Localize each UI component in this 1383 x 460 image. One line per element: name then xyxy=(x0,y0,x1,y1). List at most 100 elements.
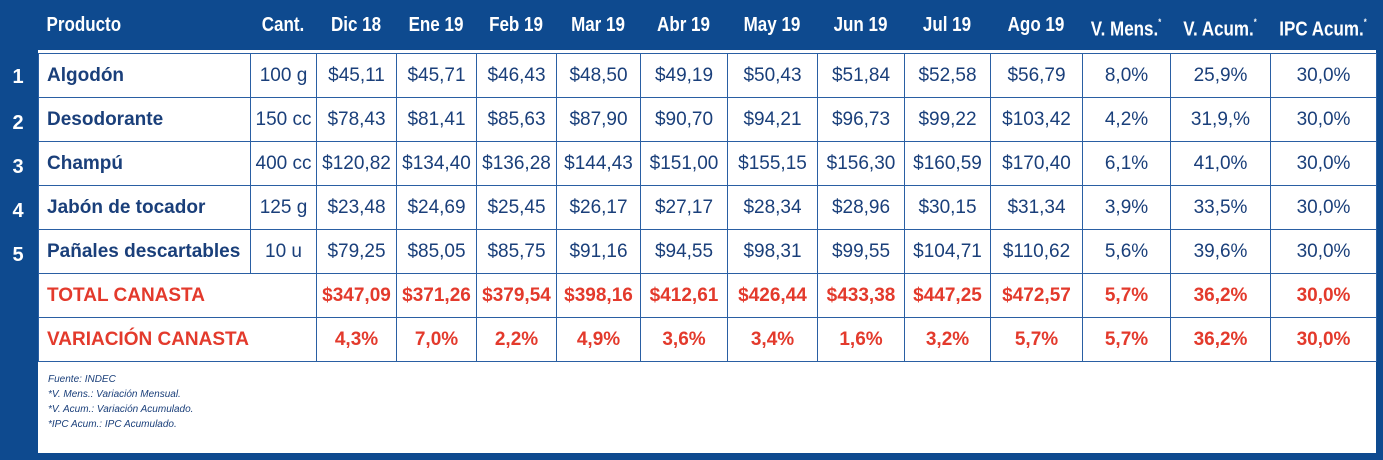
product-quantity: 400 cc xyxy=(250,141,317,186)
price-cell: $120,82 xyxy=(316,141,397,186)
header-month: Mar 19 xyxy=(571,14,625,36)
header-month: Abr 19 xyxy=(657,14,710,36)
price-cell: $96,73 xyxy=(817,97,905,142)
price-cell: $45,11 xyxy=(316,53,397,98)
footnotes: Fuente: INDEC *V. Mens.: Variación Mensu… xyxy=(48,372,193,432)
price-cell: $46,43 xyxy=(476,53,557,98)
price-cell: $155,15 xyxy=(727,141,818,186)
price-table: Algodón 100 g $45,11 $45,71 $46,43 $48,50 $49,… xyxy=(38,53,1377,362)
row-number: 4 xyxy=(12,200,24,222)
ipc-accumulated-cell: 30,0% xyxy=(1270,185,1377,230)
price-cell: $85,63 xyxy=(476,97,557,142)
product-name: Algodón xyxy=(38,53,251,98)
price-cell: $26,17 xyxy=(556,185,641,230)
table-header: Producto Cant. Dic 18 Ene 19 Feb 19 Mar … xyxy=(0,0,1383,50)
header-producto: Producto xyxy=(46,14,122,36)
price-cell: $45,71 xyxy=(396,53,477,98)
price-cell: $160,59 xyxy=(904,141,991,186)
monthly-variation-cell: 6,1% xyxy=(1082,141,1171,186)
accumulated-variation-cell: 31,9,% xyxy=(1170,97,1271,142)
total-cell: 7,0% xyxy=(396,317,477,362)
total-cell: 3,4% xyxy=(727,317,818,362)
ipc-accumulated-cell: 30,0% xyxy=(1270,53,1377,98)
monthly-variation-cell: 5,7% xyxy=(1082,317,1171,362)
monthly-variation-cell: 8,0% xyxy=(1082,53,1171,98)
accumulated-variation-cell: 41,0% xyxy=(1170,141,1271,186)
total-cell: 4,3% xyxy=(316,317,397,362)
price-cell: $24,69 xyxy=(396,185,477,230)
price-cell: $27,17 xyxy=(640,185,728,230)
total-label: TOTAL CANASTA xyxy=(38,273,317,318)
price-cell: $28,34 xyxy=(727,185,818,230)
price-cell: $31,34 xyxy=(990,185,1083,230)
price-cell: $85,75 xyxy=(476,229,557,274)
total-row: TOTAL CANASTA $347,09 $371,26 $379,54 $398,1… xyxy=(38,273,1377,318)
total-cell: $472,57 xyxy=(990,273,1083,318)
header-month: Jun 19 xyxy=(833,14,888,36)
ipc-accumulated-cell: 30,0% xyxy=(1270,97,1377,142)
footnote: *V. Mens.: Variación Mensual. xyxy=(48,389,181,400)
ipc-accumulated-cell: 30,0% xyxy=(1270,273,1377,318)
price-cell: $28,96 xyxy=(817,185,905,230)
price-cell: $94,21 xyxy=(727,97,818,142)
monthly-variation-cell: 5,6% xyxy=(1082,229,1171,274)
total-row: VARIACIÓN CANASTA 4,3% 7,0% 2,2% 4,9% 3,6% 3,4… xyxy=(38,317,1377,362)
table-row: Jabón de tocador 125 g $23,48 $24,69 $25,45 $… xyxy=(38,185,1377,230)
table-row: Pañales descartables 10 u $79,25 $85,05 $85,… xyxy=(38,229,1377,274)
product-quantity: 125 g xyxy=(250,185,317,230)
price-cell: $51,84 xyxy=(817,53,905,98)
price-cell: $144,43 xyxy=(556,141,641,186)
header-month: Dic 18 xyxy=(330,14,382,36)
price-cell: $56,79 xyxy=(990,53,1083,98)
price-cell: $49,19 xyxy=(640,53,728,98)
price-cell: $48,50 xyxy=(556,53,641,98)
ipc-accumulated-cell: 30,0% xyxy=(1270,317,1377,362)
header-v-mens: V. Mens.* xyxy=(1090,17,1162,41)
product-name: Champú xyxy=(38,141,251,186)
ipc-accumulated-cell: 30,0% xyxy=(1270,229,1377,274)
row-number: 3 xyxy=(12,156,24,178)
product-quantity: 150 cc xyxy=(250,97,317,142)
total-cell: 3,2% xyxy=(904,317,991,362)
price-cell: $99,55 xyxy=(817,229,905,274)
price-cell: $85,05 xyxy=(396,229,477,274)
product-name: Pañales descartables xyxy=(38,229,251,274)
row-number: 1 xyxy=(12,66,24,88)
price-cell: $81,41 xyxy=(396,97,477,142)
price-cell: $99,22 xyxy=(904,97,991,142)
table-row: Algodón 100 g $45,11 $45,71 $46,43 $48,50 $49,… xyxy=(38,53,1377,98)
accumulated-variation-cell: 36,2% xyxy=(1170,317,1271,362)
accumulated-variation-cell: 36,2% xyxy=(1170,273,1271,318)
monthly-variation-cell: 3,9% xyxy=(1082,185,1171,230)
total-label: VARIACIÓN CANASTA xyxy=(38,317,317,362)
total-cell: $426,44 xyxy=(727,273,818,318)
header-month: Ago 19 xyxy=(1007,14,1065,36)
row-number: 5 xyxy=(12,244,24,266)
total-cell: $412,61 xyxy=(640,273,728,318)
price-cell: $25,45 xyxy=(476,185,557,230)
price-cell: $98,31 xyxy=(727,229,818,274)
price-cell: $52,58 xyxy=(904,53,991,98)
accumulated-variation-cell: 25,9% xyxy=(1170,53,1271,98)
price-cell: $156,30 xyxy=(817,141,905,186)
product-quantity: 10 u xyxy=(250,229,317,274)
price-cell: $170,40 xyxy=(990,141,1083,186)
total-cell: $371,26 xyxy=(396,273,477,318)
footnote: *V. Acum.: Variación Acumulado. xyxy=(48,404,194,415)
footnote-source: Fuente: INDEC xyxy=(48,374,116,385)
price-cell: $87,90 xyxy=(556,97,641,142)
total-cell: $347,09 xyxy=(316,273,397,318)
total-cell: 5,7% xyxy=(990,317,1083,362)
accumulated-variation-cell: 39,6% xyxy=(1170,229,1271,274)
monthly-variation-cell: 4,2% xyxy=(1082,97,1171,142)
footnote: *IPC Acum.: IPC Acumulado. xyxy=(48,419,177,430)
price-cell: $136,28 xyxy=(476,141,557,186)
total-cell: 2,2% xyxy=(476,317,557,362)
header-month: May 19 xyxy=(743,14,801,36)
price-cell: $30,15 xyxy=(904,185,991,230)
price-cell: $104,71 xyxy=(904,229,991,274)
price-cell: $50,43 xyxy=(727,53,818,98)
header-cant: Cant. xyxy=(261,14,305,36)
total-cell: $398,16 xyxy=(556,273,641,318)
total-cell: $379,54 xyxy=(476,273,557,318)
